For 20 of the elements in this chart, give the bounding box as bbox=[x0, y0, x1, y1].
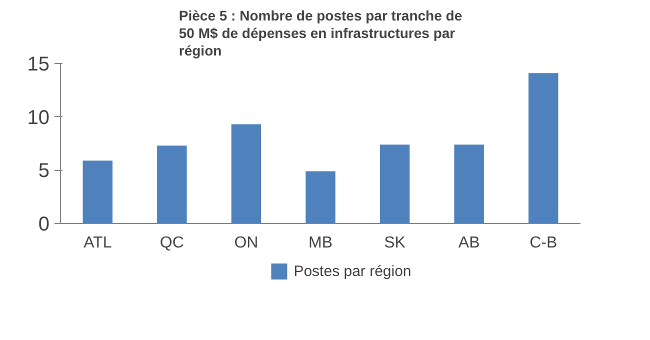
x-tick-label: QC bbox=[160, 234, 184, 252]
x-tick-label: C-B bbox=[530, 234, 558, 252]
bar bbox=[157, 146, 187, 224]
bar bbox=[454, 144, 484, 224]
bar bbox=[231, 124, 262, 224]
y-tick-label: 5 bbox=[38, 160, 50, 182]
bar bbox=[528, 73, 558, 224]
y-tick-label: 10 bbox=[27, 106, 50, 129]
x-tick-label: SK bbox=[384, 234, 406, 252]
bar bbox=[306, 171, 336, 224]
x-tick-label: AB bbox=[458, 234, 480, 252]
chart-title: Pièce 5 : Nombre de postes par tranche de 50 M$ de dépenses en infrastructures par région bbox=[178, 7, 462, 58]
x-tick-label: MB bbox=[308, 234, 332, 252]
bar bbox=[380, 144, 410, 224]
y-tick-label: 15 bbox=[27, 54, 50, 76]
legend-label: Postes par région bbox=[294, 262, 412, 280]
bar bbox=[82, 160, 112, 224]
x-tick-label: ON bbox=[234, 234, 258, 252]
x-tick-label: ATL bbox=[84, 234, 112, 252]
y-tick-label: 0 bbox=[38, 214, 50, 236]
